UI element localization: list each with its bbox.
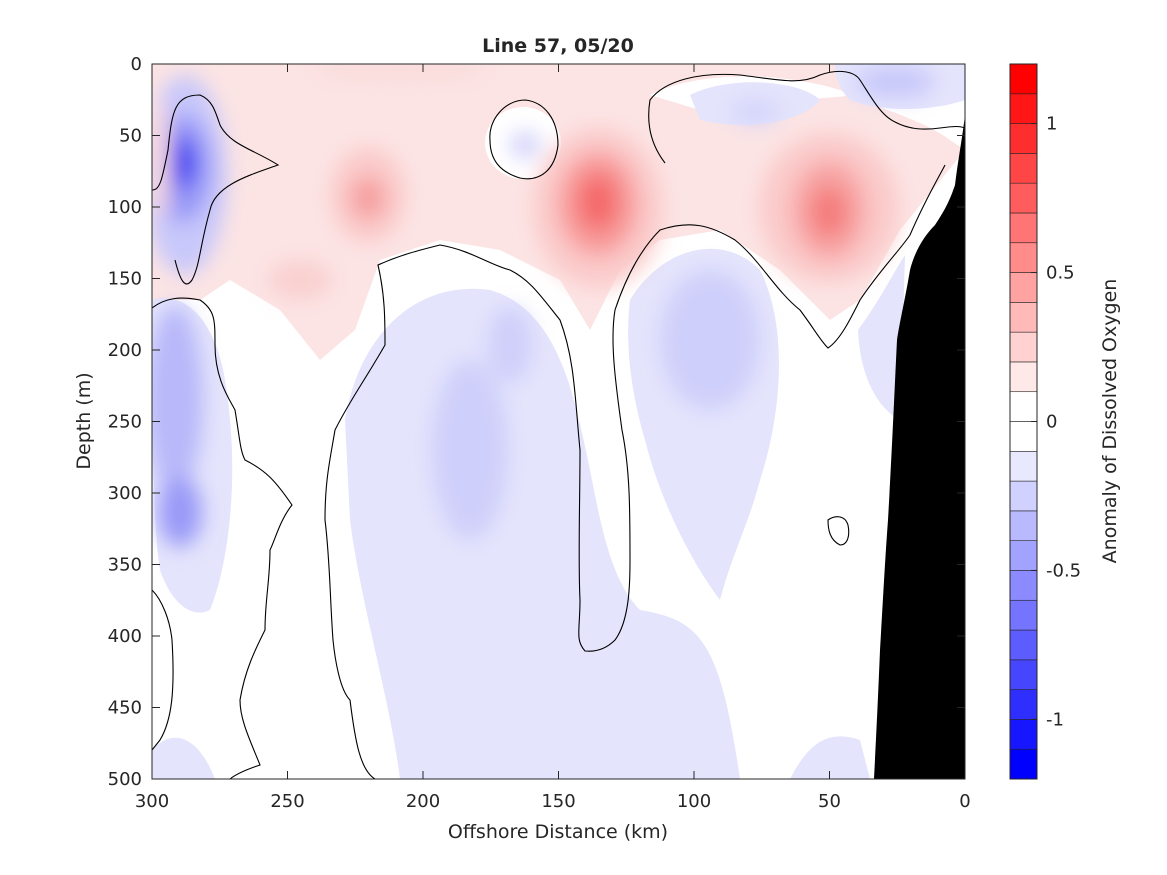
colorbar-label: Anomaly of Dissolved Oxygen <box>1099 279 1121 564</box>
colorbar-cell <box>1009 331 1038 363</box>
x-tick-label: 50 <box>818 791 841 812</box>
y-tick-label: 450 <box>108 698 142 719</box>
colorbar-tick-label: 0.5 <box>1046 263 1075 284</box>
colorbar-cell <box>1009 302 1038 333</box>
x-axis: 300 250 200 150 100 50 0 <box>135 64 971 812</box>
y-tick-label: 400 <box>108 626 142 647</box>
zero-contour-west-mid <box>152 297 293 779</box>
zero-contour-west-lower <box>152 589 174 751</box>
colorbar-cell <box>1009 361 1038 393</box>
colorbar-cell <box>1009 123 1038 154</box>
colorbar: -1 -0.5 0 0.5 1 Anomaly of Dissolved Oxygen <box>1009 63 1121 780</box>
zero-contour-east-top <box>648 70 965 164</box>
y-tick-label: 50 <box>119 126 142 147</box>
colorbar-cell <box>1009 599 1038 631</box>
colorbar-ticks: -1 -0.5 0 0.5 1 <box>1031 114 1081 730</box>
y-tick-label: 150 <box>108 269 142 290</box>
zero-contour-island <box>489 99 559 180</box>
y-tick-label: 350 <box>108 555 142 576</box>
colorbar-tick-label: 1 <box>1046 114 1057 135</box>
colorbar-cell <box>1009 182 1038 214</box>
colorbar-tick-label: -1 <box>1046 709 1064 730</box>
x-tick-label: 100 <box>677 791 711 812</box>
colorbar-cell <box>1009 63 1038 95</box>
y-tick-label: 250 <box>108 412 142 433</box>
zero-contours <box>152 70 965 779</box>
colorbar-cell <box>1009 391 1038 422</box>
x-tick-label: 200 <box>406 791 440 812</box>
colorbar-cell <box>1009 272 1038 303</box>
plot-area: 300 250 200 150 100 50 0 050100150200250300350… <box>108 54 971 812</box>
colorbar-cell <box>1009 659 1038 690</box>
colorbar-cell <box>1009 540 1038 571</box>
colorbar-cell <box>1009 480 1038 512</box>
pale-blue-deep-shelf <box>858 255 905 420</box>
x-axis-label: Offshore Distance (km) <box>448 821 668 843</box>
y-tick-label: 500 <box>108 769 142 790</box>
y-tick-label: 300 <box>108 483 142 504</box>
anomaly-cores <box>152 64 935 547</box>
colorbar-cell <box>1009 719 1038 750</box>
colorbar-cell <box>1009 153 1038 184</box>
zero-contour-center <box>324 164 946 779</box>
colorbar-cell <box>1009 689 1038 720</box>
y-tick-label: 0 <box>131 54 142 75</box>
colorbar-cell <box>1009 242 1038 273</box>
y-axis: 0 50 100 150 200 250 300 350 400 450 500 <box>108 54 965 790</box>
colorbar-cell <box>1009 510 1038 541</box>
bathymetry-mask <box>874 115 965 779</box>
y-axis-label: Depth (m) <box>73 372 95 469</box>
colorbar-tick-label: -0.5 <box>1046 560 1081 581</box>
x-tick-label: 300 <box>135 791 169 812</box>
colorbar-tick-label: 0 <box>1046 412 1057 433</box>
colorbar-cell <box>1009 212 1038 244</box>
colorbar-cell <box>1009 570 1038 601</box>
x-tick-label: 150 <box>541 791 575 812</box>
zero-contour-west-upper <box>152 94 280 285</box>
x-tick-label: 0 <box>959 791 970 812</box>
pale-blue-bottom-east <box>790 736 870 779</box>
colorbar-cell <box>1009 421 1038 452</box>
colorbar-cell <box>1009 748 1038 780</box>
zero-contour-small-loop <box>827 516 850 546</box>
colorbar-cell <box>1009 629 1038 661</box>
y-tick-label: 200 <box>108 340 142 361</box>
pale-blue-bottom-west <box>152 737 215 779</box>
colorbar-cell <box>1009 450 1038 482</box>
colorbar-cell <box>1009 93 1038 124</box>
chart-title: Line 57, 05/20 <box>482 35 634 57</box>
x-tick-label: 250 <box>270 791 304 812</box>
anomaly-field <box>152 64 965 779</box>
y-tick-label: 100 <box>108 197 142 218</box>
colorbar-cells <box>1009 63 1038 780</box>
